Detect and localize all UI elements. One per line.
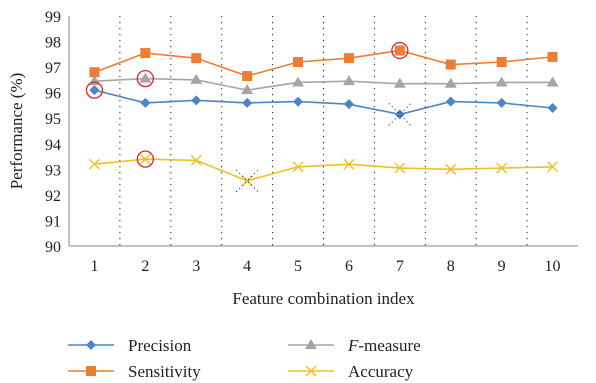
y-tick-labels: 90 91 92 93 94 95 96 97 98 99 bbox=[45, 9, 61, 256]
highlight-circle bbox=[136, 150, 155, 168]
legend-label: Precision bbox=[128, 336, 192, 355]
legend: Precision F-measure Sensitivity Accuracy bbox=[68, 336, 421, 381]
data-point-f-measure bbox=[190, 73, 203, 84]
y-tick-label: 94 bbox=[45, 137, 61, 154]
data-point-sensitivity bbox=[496, 57, 507, 67]
data-point-sensitivity bbox=[547, 51, 558, 62]
series-layer bbox=[88, 45, 559, 193]
x-tick-label: 6 bbox=[345, 258, 353, 275]
data-point-accuracy bbox=[343, 158, 355, 170]
y-tick-label: 93 bbox=[45, 162, 61, 179]
x-tick-label: 10 bbox=[545, 258, 561, 275]
legend-item: Precision bbox=[68, 336, 192, 355]
data-point-sensitivity bbox=[242, 71, 253, 82]
data-point-sensitivity bbox=[191, 53, 202, 64]
legend-marker bbox=[305, 365, 317, 377]
data-point-accuracy bbox=[445, 163, 457, 175]
data-point-precision bbox=[140, 97, 151, 108]
data-point-sensitivity bbox=[293, 57, 304, 67]
highlight-circle bbox=[85, 81, 104, 99]
y-tick-label: 97 bbox=[45, 60, 61, 77]
data-point-sensitivity bbox=[343, 53, 354, 64]
data-point-precision bbox=[547, 103, 558, 113]
y-tick-label: 91 bbox=[45, 213, 61, 230]
data-point-precision bbox=[89, 85, 100, 96]
data-point-f-measure bbox=[139, 72, 152, 83]
data-point-sensitivity bbox=[140, 48, 151, 59]
legend-label: Accuracy bbox=[348, 362, 414, 381]
highlight-circles bbox=[85, 41, 409, 168]
data-point-f-measure bbox=[393, 77, 406, 88]
data-point-f-measure bbox=[546, 76, 559, 87]
data-point-f-measure bbox=[292, 76, 305, 87]
data-point-f-measure bbox=[495, 76, 508, 87]
axes bbox=[68, 16, 578, 247]
y-tick-label: 99 bbox=[45, 9, 61, 26]
legend-label: F-measure bbox=[347, 336, 421, 355]
data-point-accuracy bbox=[496, 162, 508, 174]
series-precision bbox=[89, 85, 558, 120]
data-point-accuracy bbox=[190, 154, 202, 166]
x-tick-label: 1 bbox=[90, 258, 98, 275]
y-tick-label: 90 bbox=[45, 239, 61, 256]
data-point-accuracy bbox=[139, 153, 151, 165]
x-tick-label: 8 bbox=[447, 258, 455, 275]
minimum-marker bbox=[235, 169, 259, 193]
legend-marker bbox=[86, 366, 96, 376]
data-point-sensitivity bbox=[445, 59, 456, 70]
data-point-sensitivity bbox=[394, 45, 405, 56]
minimum-marker bbox=[388, 103, 412, 126]
y-axis-title: Performance (%) bbox=[7, 73, 26, 190]
series-line-sensitivity bbox=[94, 49, 553, 77]
legend-item: Accuracy bbox=[288, 362, 414, 381]
data-point-precision bbox=[191, 95, 202, 106]
data-point-sensitivity bbox=[89, 67, 100, 78]
data-point-accuracy bbox=[547, 161, 559, 173]
series-line-f-measure bbox=[94, 77, 553, 91]
x-tick-label: 4 bbox=[243, 258, 251, 275]
x-tick-label: 3 bbox=[192, 258, 200, 275]
data-point-accuracy bbox=[394, 162, 406, 174]
data-point-precision bbox=[293, 96, 304, 107]
series-sensitivity bbox=[89, 45, 558, 82]
data-point-precision bbox=[394, 109, 405, 120]
legend-marker bbox=[305, 339, 317, 349]
series-line-precision bbox=[94, 89, 553, 116]
x-tick-labels: 1 2 3 4 5 6 7 8 9 10 bbox=[90, 258, 560, 275]
y-tick-label: 95 bbox=[45, 111, 61, 128]
highlight-circle bbox=[391, 41, 409, 60]
data-point-accuracy bbox=[88, 158, 100, 170]
legend-label: Sensitivity bbox=[128, 362, 201, 381]
series-f-measure bbox=[88, 72, 559, 95]
data-point-accuracy bbox=[241, 175, 253, 187]
data-point-precision bbox=[496, 97, 507, 108]
y-tick-label: 98 bbox=[45, 35, 61, 52]
data-point-precision bbox=[343, 99, 354, 110]
data-point-accuracy bbox=[292, 161, 304, 173]
data-point-precision bbox=[242, 97, 253, 108]
y-tick-label: 96 bbox=[45, 86, 61, 103]
x-tick-label: 2 bbox=[141, 258, 149, 275]
x-axis-title: Feature combination index bbox=[232, 289, 415, 308]
y-tick-label: 92 bbox=[45, 188, 61, 205]
data-point-f-measure bbox=[444, 77, 457, 88]
highlight-circle bbox=[136, 69, 155, 88]
series-line-accuracy bbox=[94, 158, 553, 182]
legend-marker bbox=[86, 340, 96, 350]
series-accuracy bbox=[88, 153, 559, 187]
data-point-precision bbox=[445, 96, 456, 107]
x-tick-label: 7 bbox=[396, 258, 404, 275]
legend-item: Sensitivity bbox=[68, 362, 201, 381]
gridlines bbox=[119, 16, 528, 246]
x-tick-label: 5 bbox=[294, 258, 302, 275]
x-tick-label: 9 bbox=[498, 258, 506, 275]
legend-item: F-measure bbox=[288, 336, 421, 355]
data-point-f-measure bbox=[342, 75, 355, 86]
data-point-f-measure bbox=[241, 84, 254, 95]
